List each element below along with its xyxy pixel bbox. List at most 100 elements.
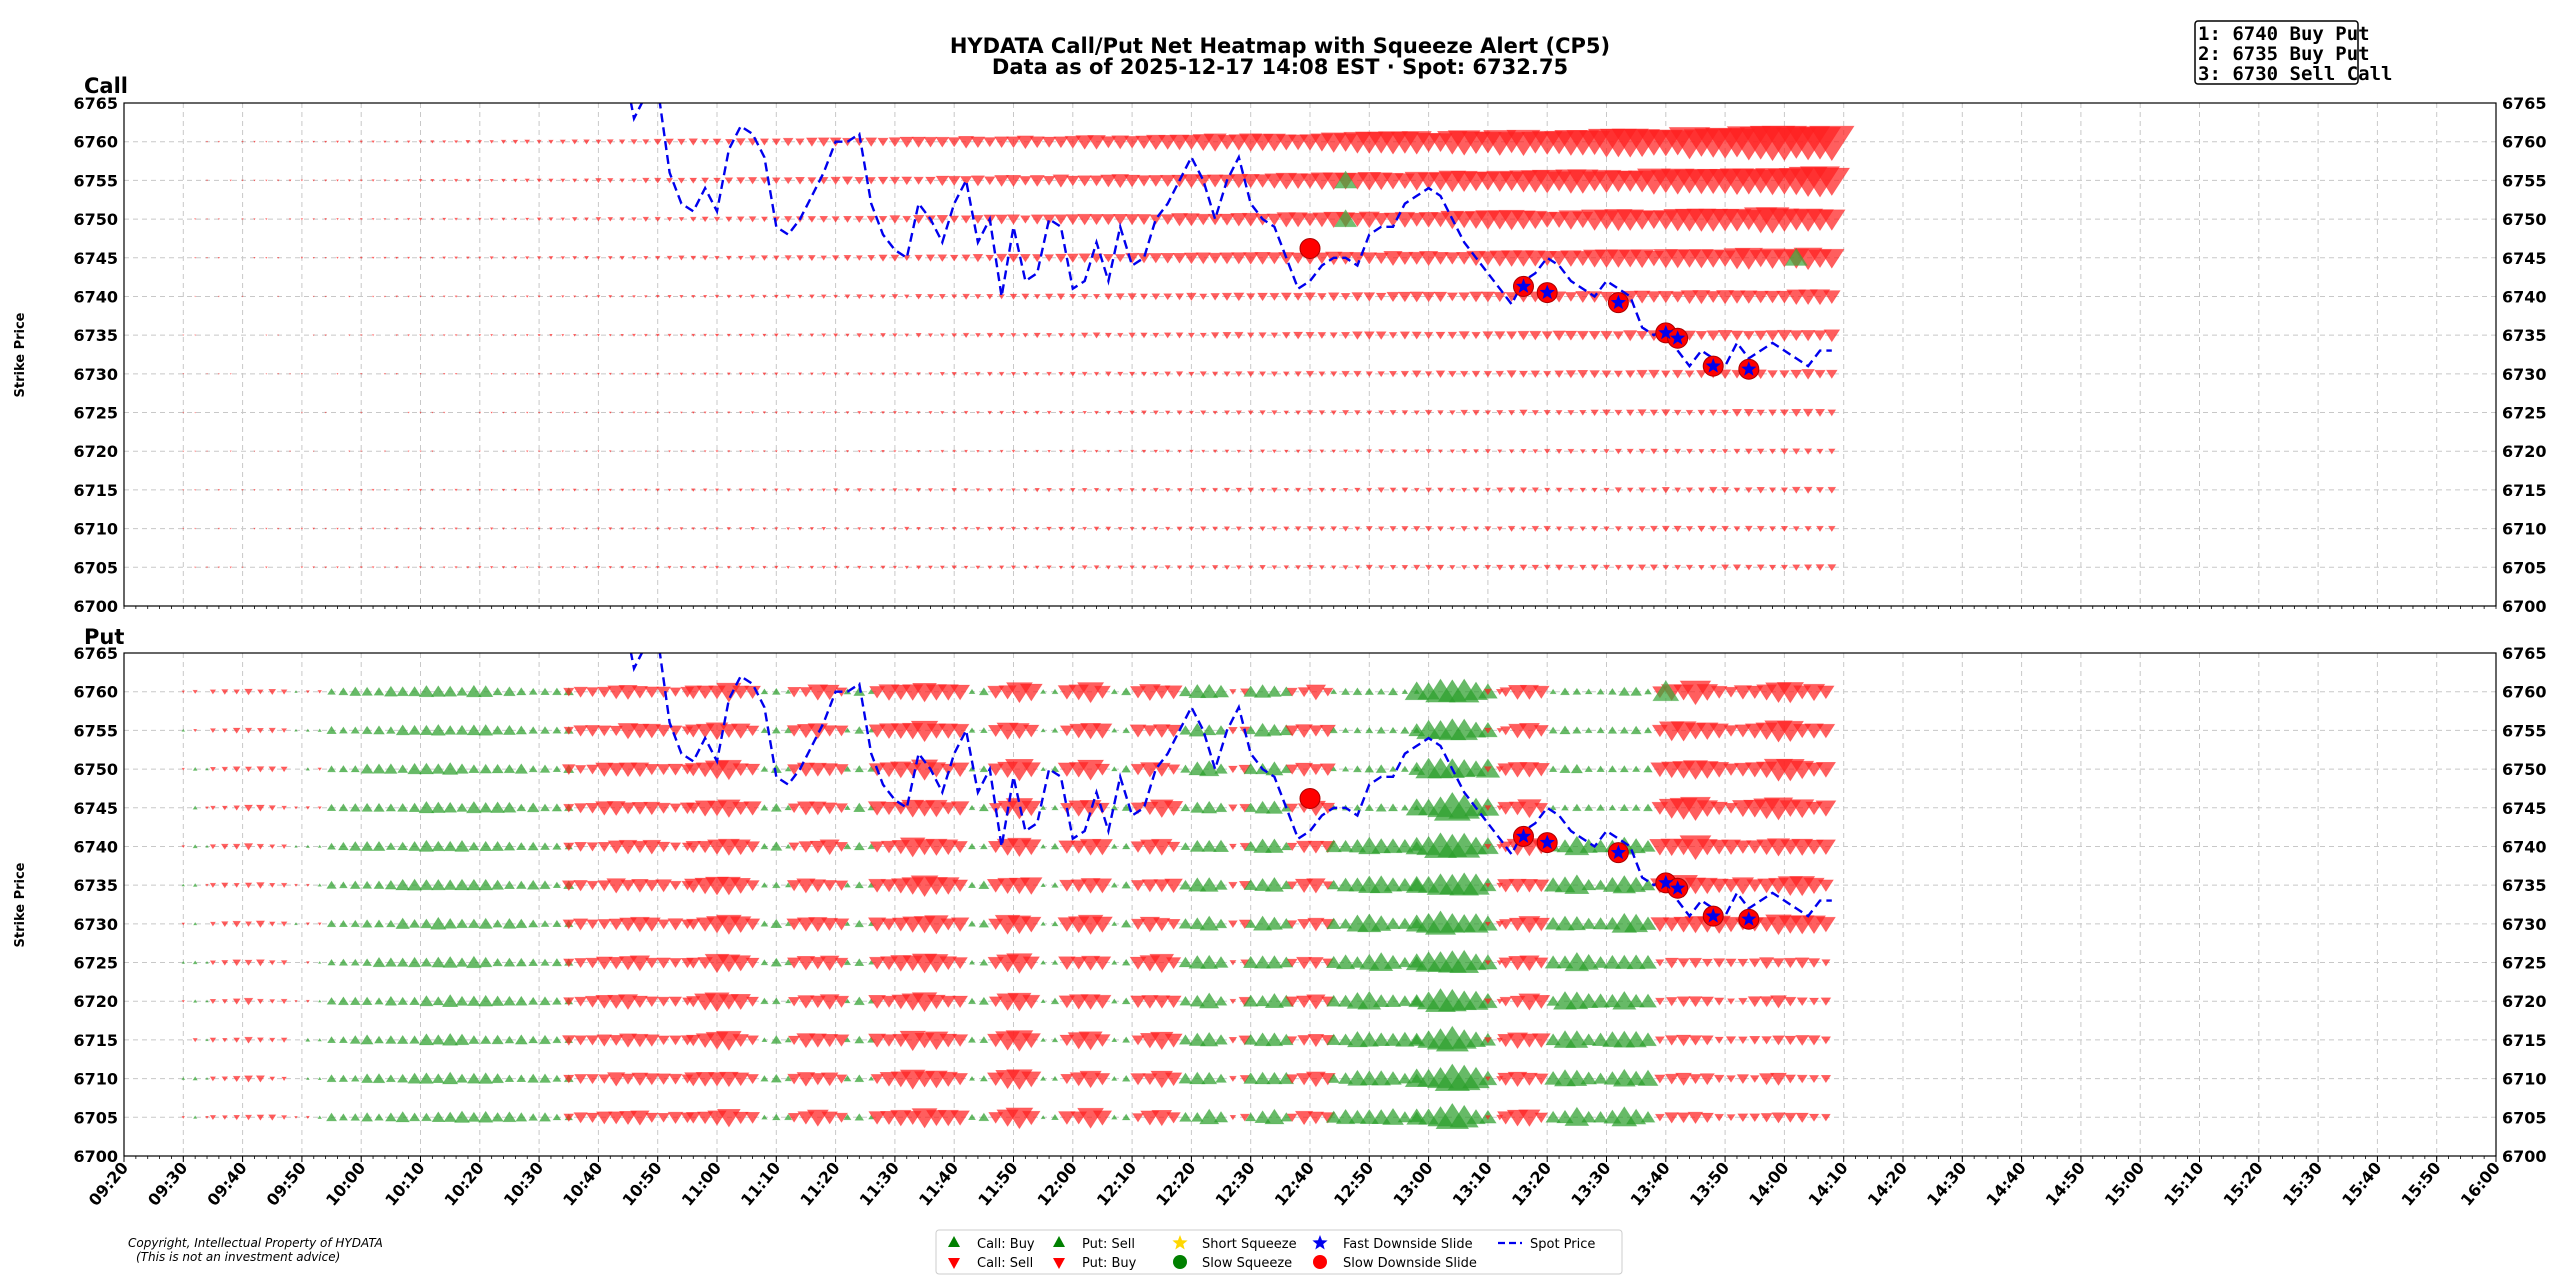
call-ytick-right: 6745 (2502, 249, 2547, 268)
put-sell-mark (760, 765, 769, 772)
call-flow-mark (1057, 333, 1065, 338)
call-flow-mark (1471, 331, 1481, 340)
put-buy-mark (1129, 724, 1147, 738)
call-flow-mark (644, 450, 648, 453)
put-buy-mark (819, 839, 840, 856)
put-buy-mark (1285, 996, 1300, 1008)
call-ytick-right: 6710 (2502, 520, 2547, 539)
call-flow-mark (1206, 174, 1224, 188)
put-buy-mark (233, 882, 240, 888)
call-flow-mark (478, 334, 482, 337)
put-sell-mark (526, 879, 540, 890)
legend-label: Fast Downside Slide (1343, 1237, 1473, 1252)
put-buy-mark (595, 994, 614, 1009)
put-sell-mark (385, 726, 396, 734)
call-flow-mark (1230, 213, 1248, 227)
call-flow-mark (774, 488, 779, 492)
call-flow-mark (324, 527, 327, 530)
put-sell-mark (430, 801, 446, 813)
call-flow-mark (1402, 449, 1408, 454)
put-sell-mark (1359, 1070, 1379, 1086)
put-buy-mark (1092, 878, 1113, 894)
call-flow-mark (762, 372, 767, 376)
put-sell-mark (1214, 802, 1228, 813)
call-flow-mark (1496, 410, 1504, 416)
put-sell-mark (326, 880, 337, 889)
call-flow-mark (1602, 409, 1611, 417)
put-sell-mark (540, 842, 551, 850)
put-buy-mark (1736, 1074, 1750, 1085)
put-sell-mark (1178, 1072, 1193, 1084)
call-flow-mark (1152, 487, 1159, 493)
put-sell-mark (526, 802, 540, 813)
put-sell-mark (527, 919, 539, 928)
call-flow-mark (783, 177, 793, 185)
call-flow-mark (1341, 410, 1350, 416)
call-flow-mark (995, 214, 1009, 225)
call-flow-mark (1023, 449, 1028, 453)
call-flow-mark (560, 178, 566, 183)
call-flow-mark (1484, 564, 1492, 571)
put-ytick-right: 6720 (2502, 992, 2547, 1011)
call-flow-mark (395, 334, 399, 337)
put-sell-mark (1051, 688, 1059, 695)
put-buy-mark (950, 801, 970, 816)
call-flow-mark (1212, 410, 1218, 415)
call-flow-mark (986, 293, 994, 300)
put-sell-mark (337, 996, 350, 1006)
put-sell-mark (1199, 1031, 1219, 1047)
put-buy-mark (1821, 959, 1831, 967)
put-buy-mark (938, 839, 959, 856)
call-flow-mark (1508, 564, 1516, 571)
call-flow-mark (772, 255, 780, 261)
call-flow-mark (1292, 292, 1304, 301)
put-sell-mark (1625, 1108, 1647, 1125)
put-buy-mark (822, 880, 837, 892)
call-flow-mark (1530, 370, 1541, 379)
call-flow-mark (1111, 135, 1130, 150)
put-sell-mark (1389, 765, 1397, 772)
put-buy-mark (880, 879, 898, 893)
call-flow-mark (442, 411, 446, 414)
call-flow-mark (395, 372, 399, 376)
put-sell-mark (349, 686, 362, 696)
call-flow-mark (371, 179, 375, 182)
call-flow-mark (1117, 410, 1123, 415)
call-flow-mark (689, 177, 698, 184)
put-buy-mark (1506, 1032, 1529, 1050)
call-flow-mark (810, 450, 814, 453)
call-flow-mark (1473, 449, 1480, 454)
put-buy-mark (221, 882, 229, 889)
put-ytick-right: 6725 (2502, 954, 2547, 973)
put-sell-mark (1401, 688, 1409, 695)
call-flow-mark (324, 256, 327, 259)
put-buy-mark (1769, 995, 1788, 1009)
call-flow-mark (714, 294, 720, 299)
put-buy-mark (1688, 957, 1703, 969)
call-flow-mark (643, 566, 648, 569)
put-buy-mark (809, 879, 827, 893)
put-ytick-right: 6710 (2502, 1070, 2547, 1089)
call-flow-mark (1223, 371, 1231, 378)
put-buy-mark (268, 1114, 277, 1121)
call-flow-mark (972, 215, 984, 225)
put-buy-mark (1758, 1073, 1775, 1086)
put-buy-mark (1808, 1113, 1820, 1122)
call-ytick-right: 6730 (2502, 365, 2547, 384)
call-flow-mark (1555, 410, 1563, 416)
call-flow-mark (759, 177, 769, 185)
put-buy-mark (574, 996, 588, 1007)
x-tick-label: 12:10 (1093, 1158, 1140, 1209)
put-sell-mark (1245, 725, 1257, 735)
call-flow-mark (1293, 331, 1304, 340)
call-flow-mark (1341, 370, 1350, 378)
call-flow-mark (1436, 526, 1444, 532)
call-flow-mark (549, 488, 553, 492)
call-flow-mark (738, 488, 743, 492)
put-buy-mark (786, 764, 802, 776)
call-flow-mark (738, 372, 743, 376)
call-flow-mark (1124, 214, 1140, 226)
call-flow-mark (1673, 525, 1682, 533)
put-sell-mark (1544, 916, 1562, 930)
call-flow-mark (1827, 525, 1836, 533)
